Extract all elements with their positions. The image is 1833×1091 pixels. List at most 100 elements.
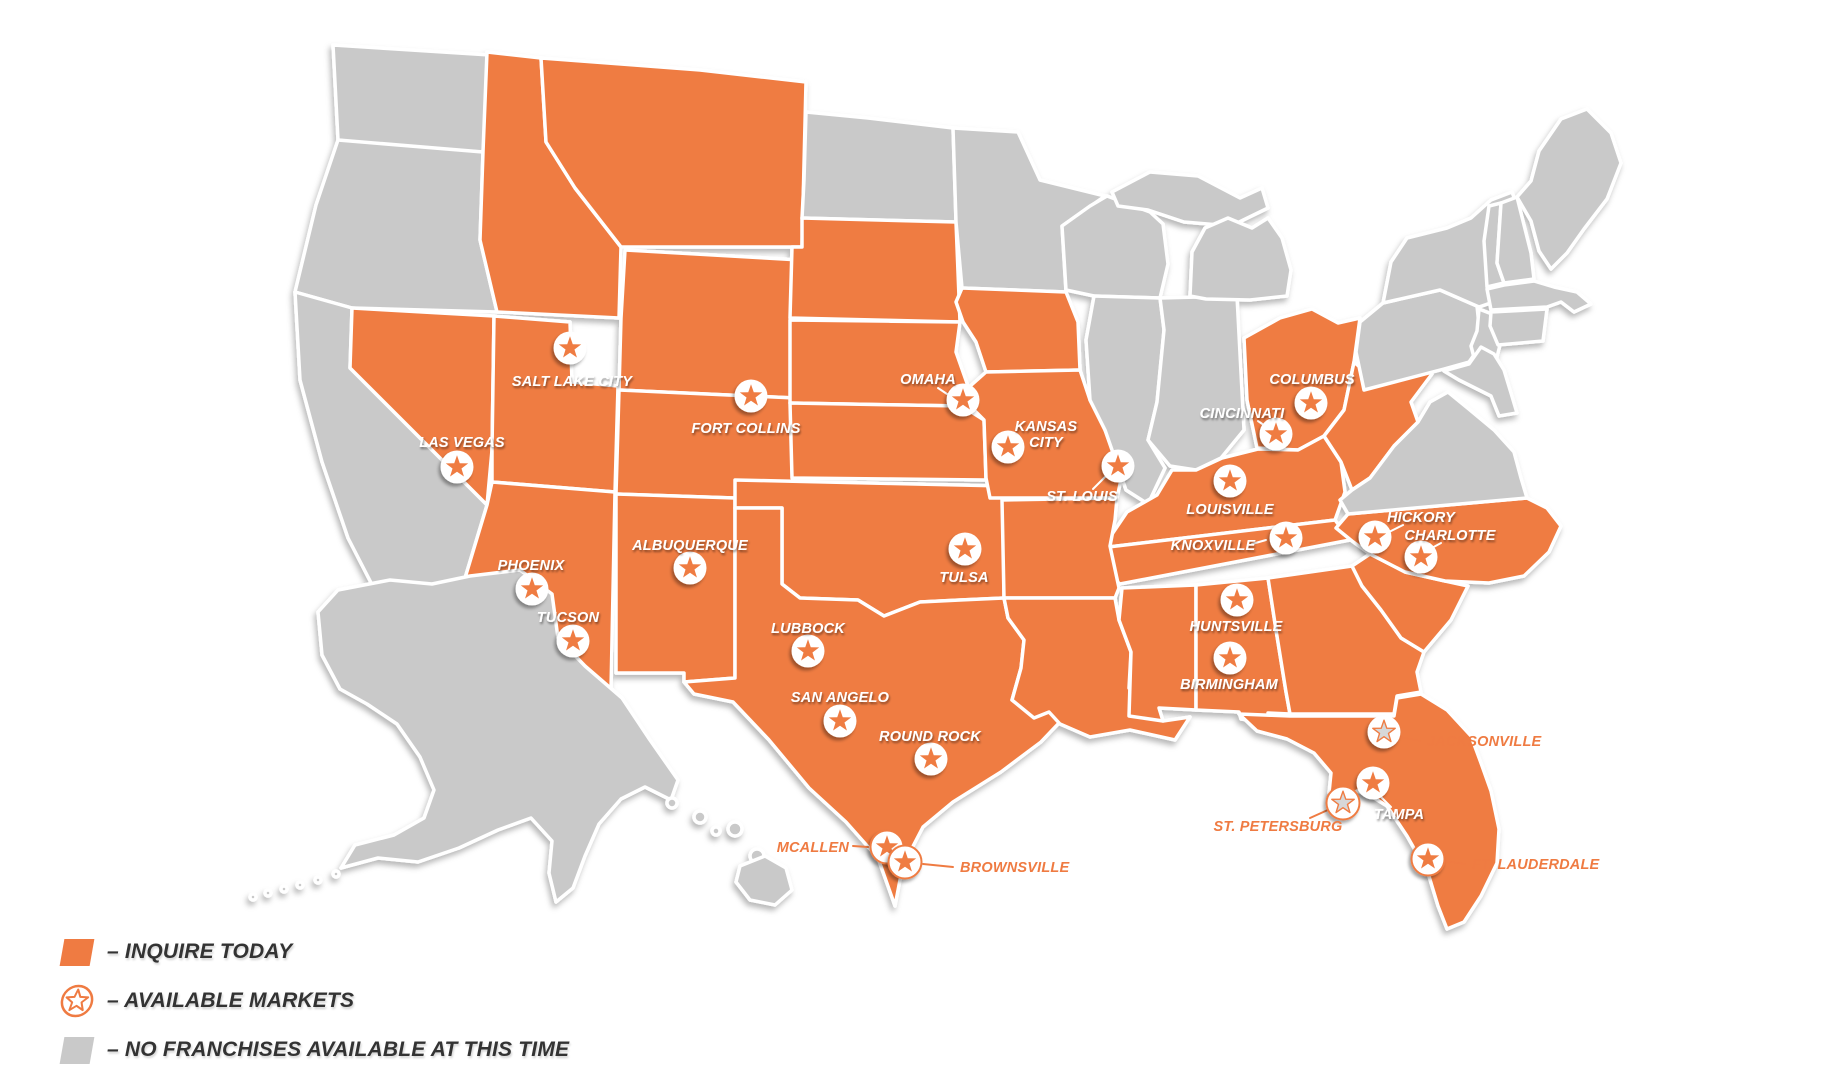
star-marker-icon [1259,417,1293,451]
market-label: CHARLOTTE [1404,528,1496,544]
market-label: HUNTSVILLE [1189,619,1283,635]
star-marker-icon [673,551,707,585]
star-marker-icon [991,430,1025,464]
market-salt-lake-city: SALT LAKE CITY [512,331,633,390]
state-michigan-lower [1188,216,1293,302]
star-marker-icon [1294,386,1328,420]
legend-item-inquire: – INQUIRE TODAY [59,934,569,970]
market-label: ROUND ROCK [879,729,982,745]
leader-line [1388,524,1404,533]
inquire-swatch-icon [59,938,95,966]
star-marker-icon [914,742,948,776]
market-san-angelo: SAN ANGELO [791,690,890,738]
states-layer [248,43,1623,931]
star-marker-icon [515,572,549,606]
leader-line [1443,860,1466,865]
market-label: TUCSON [537,610,600,626]
market-label: ALBUQUERQUE [631,538,749,554]
state-michigan-upper [1110,170,1270,228]
market-fort-collins: FORT COLLINS [691,379,801,437]
state-mississippi [1117,583,1198,723]
legend-item-label: – NO FRANCHISES AVAILABLE AT THIS TIME [107,1038,570,1061]
star-marker-icon [1269,521,1303,555]
market-label: PHOENIX [498,558,566,574]
state-washington [331,43,492,154]
legend-item-available-markets: – AVAILABLE MARKETS [60,983,569,1019]
star-marker-icon [791,634,825,668]
state-montana [539,56,808,249]
market-mcallen: MCALLEN [777,829,905,865]
market-phoenix: PHOENIX [498,558,566,606]
market-label: OMAHA [900,372,956,388]
star-marker-icon [946,383,980,417]
market-huntsville: HUNTSVILLE [1189,583,1283,635]
star-marker-icon [887,844,923,880]
state-wyoming [617,248,802,400]
market-label: JACKSONVILLE [1427,734,1543,750]
state-south-dakota [788,216,962,324]
star-marker-icon [734,379,768,413]
market-albuquerque: ALBUQUERQUE [631,538,749,585]
market-label: KNOXVILLE [1171,538,1257,554]
state-north-dakota [800,110,958,224]
leader-line [1380,796,1392,808]
state-massachusetts [1485,279,1593,314]
star-marker-icon [1213,641,1247,675]
market-knoxville: KNOXVILLE [1171,521,1303,555]
market-brownsville: BROWNSVILLE [887,844,1070,880]
market-las-vegas: LAS VEGAS [419,435,505,484]
star-marker-icon [1213,464,1247,498]
market-st-louis: ST. LOUIS [1046,449,1135,505]
state-maryland-delaware [1442,345,1519,418]
market-columbus: COLUMBUS [1269,372,1355,420]
market-charlotte: CHARLOTTE [1404,528,1497,574]
market-hickory: HICKORY [1358,510,1456,554]
star-marker-icon [1356,766,1390,800]
legend: – INQUIRE TODAY – AVAILABLE MARKETS – NO… [59,934,570,1081]
state-maine [1515,107,1623,271]
star-marker-icon [1358,520,1392,554]
state-new-mexico [614,492,737,684]
market-label: LUBBOCK [771,621,846,637]
market-louisville: LOUISVILLE [1186,464,1275,518]
market-label: TULSA [939,570,988,586]
legend-item-no-franchises: – NO FRANCHISES AVAILABLE AT THIS TIME [59,1032,570,1068]
star-marker-icon [1410,841,1446,877]
star-marker-icon [1367,715,1401,749]
state-wisconsin [1060,194,1170,300]
market-jacksonville: JACKSONVILLE [1367,715,1543,750]
state-hawaii [665,796,794,907]
market-label: LOUISVILLE [1186,502,1275,518]
market-ft-lauderdale: FT. LAUDERDALE [1410,841,1601,877]
market-tulsa: TULSA [939,532,988,586]
market-label: FORT COLLINS [691,421,800,437]
market-label: KANSAS CITY [1015,419,1078,451]
market-label: FT. LAUDERDALE [1472,857,1601,873]
market-label: SALT LAKE CITY [512,374,633,390]
market-label: TAMPA [1374,807,1424,823]
market-birmingham: BIRMINGHAM [1180,641,1278,693]
state-alaska [248,568,680,904]
market-tampa: TAMPA [1356,766,1424,823]
market-cincinnati: CINCINNATI [1200,406,1293,451]
market-label: CINCINNATI [1200,406,1285,422]
star-marker-icon [440,450,474,484]
leader-line [1399,736,1421,742]
star-marker-icon [553,331,587,365]
market-label: BROWNSVILLE [960,860,1070,876]
state-oregon [293,138,499,314]
market-label: ST. LOUIS [1046,489,1118,505]
star-marker-icon [1325,785,1361,821]
markets-layer: SALT LAKE CITY FORT COLLINS LAS VEGAS OMAHA… [419,331,1601,880]
market-label: ST. PETERSBURG [1213,819,1342,835]
star-marker-icon [1220,583,1254,617]
leader-line [1251,539,1267,545]
market-round-rock: ROUND ROCK [879,729,982,776]
market-label: MCALLEN [777,840,850,856]
leader-line [1309,808,1331,819]
star-circle-icon [60,984,94,1018]
market-label: SAN ANGELO [791,690,890,706]
state-indiana [1146,294,1246,472]
